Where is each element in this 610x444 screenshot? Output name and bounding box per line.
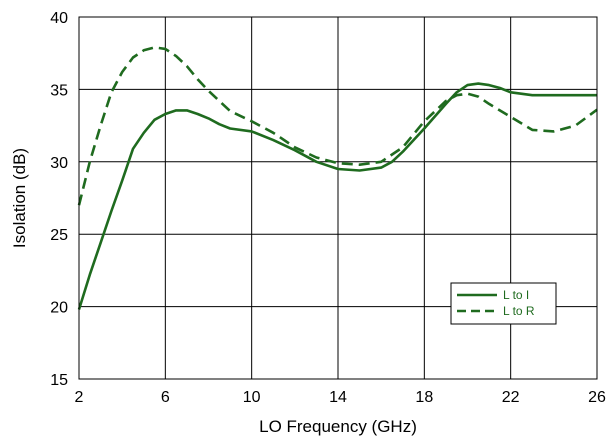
series-line-l-to-r (77, 46, 598, 206)
y-tick-labels: 15 20 25 30 35 40 (50, 10, 68, 389)
legend-box (450, 282, 557, 325)
y-tick-label: 15 (50, 372, 68, 389)
y-tick-label: 20 (50, 300, 68, 317)
x-tick-label: 6 (161, 389, 170, 406)
y-tick-label: 25 (50, 227, 68, 244)
plot-frame (78, 16, 598, 380)
legend-label: L to I (503, 288, 529, 302)
y-axis-label: Isolation (dB) (10, 148, 29, 248)
x-axis-label: LO Frequency (GHz) (259, 417, 417, 436)
x-tick-label: 10 (243, 389, 261, 406)
y-tick-label: 35 (50, 82, 68, 99)
y-tick-label: 30 (50, 155, 68, 172)
x-tick-label: 22 (502, 389, 520, 406)
x-tick-label: 2 (75, 389, 84, 406)
series-lines (77, 46, 598, 310)
series-line-l-to-i (77, 82, 597, 310)
grid-lines (79, 17, 597, 379)
x-tick-label: 26 (588, 389, 606, 406)
y-tick-label: 40 (50, 10, 68, 27)
legend: L to I L to R (450, 282, 557, 325)
x-tick-label: 14 (329, 389, 347, 406)
x-tick-label: 18 (415, 389, 433, 406)
x-tick-labels: 2 6 10 14 18 22 26 (75, 389, 606, 406)
legend-label: L to R (503, 304, 535, 318)
